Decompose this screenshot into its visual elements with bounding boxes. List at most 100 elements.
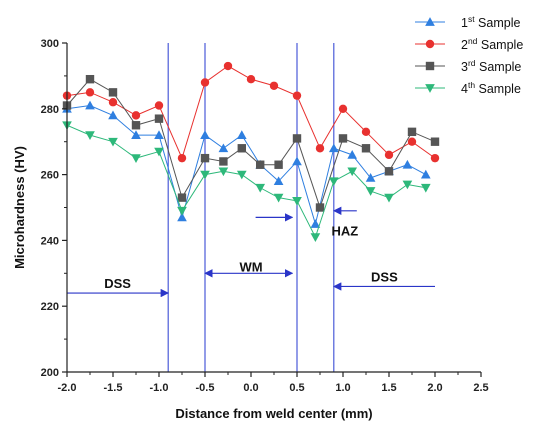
data-point	[236, 130, 247, 139]
data-point	[420, 183, 431, 193]
series-line-1	[66, 104, 427, 226]
legend-label-text: Sample	[475, 82, 521, 96]
legend-label: 2nd Sample	[461, 36, 523, 52]
data-point	[328, 143, 339, 153]
data-point	[328, 177, 339, 187]
legend-marker	[425, 84, 435, 93]
data-point	[237, 144, 246, 153]
data-point	[407, 137, 417, 146]
x-tick-label: -1.5	[104, 382, 123, 394]
data-point	[85, 88, 95, 97]
series-1	[62, 100, 431, 228]
series-2	[62, 61, 440, 163]
legend-label-number: 2	[461, 38, 468, 52]
data-point	[292, 156, 302, 166]
data-point	[218, 143, 229, 153]
data-point	[246, 74, 256, 84]
data-point	[384, 167, 394, 176]
data-point	[85, 100, 95, 110]
data-point	[154, 114, 164, 123]
data-point	[177, 212, 187, 222]
region-label-wm: WM	[239, 260, 262, 275]
data-point	[292, 91, 302, 100]
y-tick-label: 300	[41, 38, 59, 50]
legend-label-text: Sample	[477, 38, 523, 52]
x-tick-label: 1.0	[335, 382, 350, 394]
legend-label-suffix: th	[468, 80, 475, 90]
data-point	[292, 134, 302, 143]
data-point	[108, 110, 118, 120]
y-tick-label: 280	[41, 104, 59, 116]
data-point	[218, 167, 229, 177]
data-point	[402, 159, 413, 169]
data-point	[384, 150, 394, 160]
data-point	[407, 127, 417, 137]
series-4	[62, 121, 431, 242]
legend-entry-3: 3rd Sample	[415, 58, 521, 74]
legend-marker	[425, 17, 435, 26]
legend-label: 4th Sample	[461, 80, 521, 96]
data-point	[361, 127, 371, 137]
data-point	[131, 130, 141, 139]
axes: -2.0 -1.5 -1.0 -0.5 0.0 0.5 1.0 1.5 2.0 2.5 200 220…	[12, 38, 489, 421]
legend-label-text: Sample	[476, 60, 522, 74]
data-point	[347, 167, 358, 177]
data-point	[365, 173, 376, 182]
y-tick-label: 260	[41, 170, 59, 182]
legend-marker	[425, 39, 435, 49]
x-tick-label: -2.0	[58, 382, 77, 394]
data-point	[256, 160, 265, 169]
data-point	[177, 153, 187, 163]
data-point	[402, 180, 413, 190]
data-point	[131, 154, 141, 163]
legend-label-suffix: rd	[468, 58, 476, 68]
plot-area: DSS WM HAZ DSS	[62, 43, 440, 372]
data-point	[347, 150, 358, 159]
data-point	[154, 147, 164, 157]
data-point	[177, 206, 187, 216]
data-point	[200, 130, 210, 139]
data-point	[236, 170, 247, 180]
data-point	[420, 169, 431, 179]
legend-entry-4: 4th Sample	[415, 80, 521, 96]
data-point	[430, 153, 440, 163]
x-tick-label: 2.0	[427, 382, 442, 394]
x-tick-label: 2.5	[473, 382, 488, 394]
data-point	[108, 98, 118, 107]
series-3	[62, 74, 440, 212]
data-point	[154, 101, 164, 110]
data-point	[315, 203, 325, 212]
y-tick-label: 240	[41, 235, 59, 247]
data-point	[292, 197, 302, 206]
data-point	[200, 153, 210, 163]
data-point	[274, 160, 283, 169]
data-point	[154, 130, 164, 139]
legend-label-number: 1	[461, 16, 468, 30]
legend-entry-1: 1st Sample	[415, 14, 520, 30]
series-line-3	[66, 78, 436, 210]
data-point	[223, 61, 233, 71]
data-point	[273, 193, 284, 203]
data-point	[200, 170, 210, 180]
data-point	[108, 88, 118, 97]
data-point	[219, 157, 228, 166]
data-point	[131, 111, 141, 120]
data-point	[177, 193, 187, 202]
data-point	[310, 233, 321, 242]
x-tick-label: -1.0	[150, 382, 169, 394]
legend-marker	[425, 61, 435, 71]
region-label-dss-left: DSS	[104, 276, 131, 291]
data-point	[338, 104, 348, 114]
y-axis-title: Microhardness (HV)	[12, 146, 27, 269]
data-point	[108, 137, 118, 147]
legend-label-suffix: nd	[468, 36, 478, 46]
data-point	[85, 74, 95, 84]
legend-label: 3rd Sample	[461, 58, 521, 74]
data-point	[273, 176, 284, 186]
region-label-haz: HAZ	[331, 224, 358, 239]
data-point	[255, 183, 266, 193]
data-point	[200, 78, 210, 87]
legend-entry-2: 2nd Sample	[415, 36, 523, 52]
